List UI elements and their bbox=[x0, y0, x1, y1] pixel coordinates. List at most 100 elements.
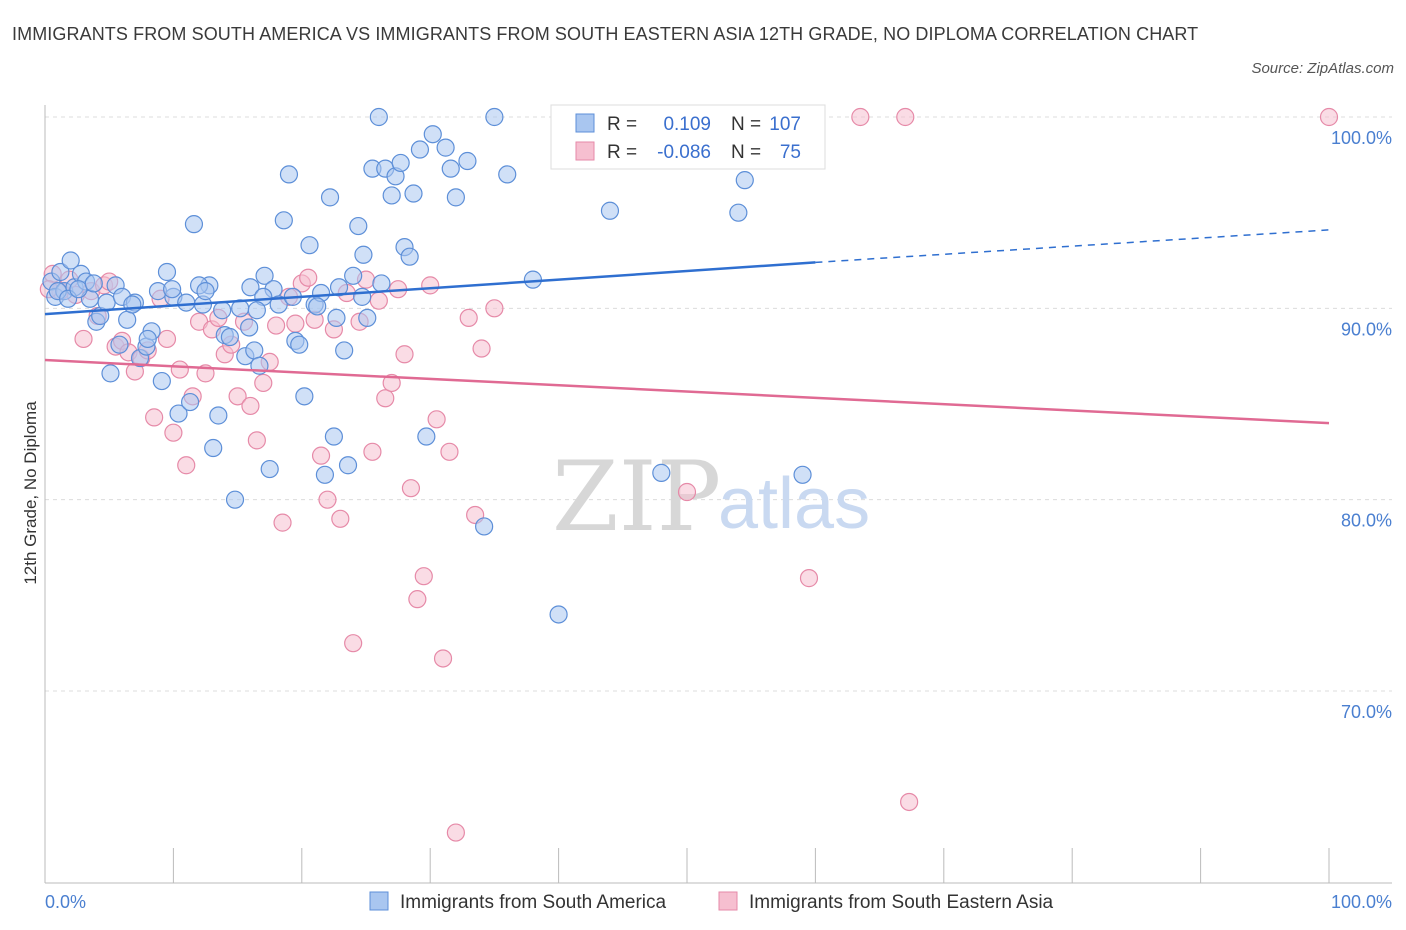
stats-r-value-pink: -0.086 bbox=[657, 142, 711, 163]
point-south-america bbox=[436, 138, 455, 157]
point-south-america bbox=[329, 278, 349, 297]
point-south-america bbox=[354, 245, 373, 264]
legend-swatch-south-eastern-asia bbox=[718, 891, 738, 911]
point-south-america bbox=[290, 335, 309, 354]
point-south-america bbox=[400, 247, 419, 266]
point-south-eastern-asia bbox=[485, 299, 504, 318]
point-south-america bbox=[327, 308, 346, 327]
point-south-america bbox=[169, 404, 188, 423]
point-south-america bbox=[410, 140, 430, 159]
point-south-america bbox=[475, 517, 494, 536]
point-south-eastern-asia bbox=[446, 823, 465, 842]
y-tick-label: 70.0% bbox=[1341, 702, 1392, 722]
point-south-eastern-asia bbox=[254, 373, 273, 393]
point-south-america bbox=[180, 392, 200, 412]
legend-label-south-eastern-asia: Immigrants from South Eastern Asia bbox=[749, 892, 1054, 913]
point-south-america bbox=[152, 371, 171, 391]
point-south-america bbox=[358, 308, 377, 327]
point-south-america bbox=[61, 251, 80, 270]
point-south-america bbox=[118, 310, 137, 329]
point-south-america bbox=[404, 184, 423, 203]
point-south-america bbox=[353, 287, 372, 306]
watermark-zip: ZIP bbox=[552, 441, 721, 553]
point-south-eastern-asia bbox=[433, 649, 453, 668]
point-south-eastern-asia bbox=[241, 396, 260, 416]
stats-legend: R = 0.109 N = 107 R = -0.086 N = 75 bbox=[550, 104, 826, 170]
point-south-eastern-asia bbox=[228, 387, 247, 406]
stats-n-label-pink: N = bbox=[731, 142, 761, 163]
point-south-eastern-asia bbox=[401, 479, 421, 498]
point-south-america bbox=[391, 153, 410, 173]
point-south-america bbox=[241, 278, 260, 297]
point-south-america bbox=[245, 341, 264, 360]
point-south-eastern-asia bbox=[145, 408, 164, 427]
point-south-eastern-asia bbox=[164, 423, 183, 442]
point-south-america bbox=[458, 151, 477, 171]
point-south-eastern-asia bbox=[896, 107, 915, 127]
point-south-america bbox=[652, 463, 671, 482]
trend-lines bbox=[44, 229, 1330, 425]
point-south-america bbox=[295, 387, 314, 406]
point-south-america bbox=[279, 165, 299, 184]
point-south-eastern-asia bbox=[440, 442, 459, 461]
point-south-eastern-asia bbox=[369, 291, 388, 310]
x-tick-label-max: 100.0% bbox=[1331, 892, 1392, 912]
point-south-america bbox=[240, 318, 259, 337]
point-south-america bbox=[793, 465, 812, 484]
point-south-america bbox=[101, 364, 120, 383]
point-south-america bbox=[729, 203, 748, 222]
bottom-legend: Immigrants from South America Immigrants… bbox=[369, 891, 1054, 913]
stats-swatch-pink bbox=[575, 141, 595, 161]
point-south-eastern-asia bbox=[267, 316, 286, 335]
y-tick-labels: 70.0% 80.0% 90.0% 100.0% bbox=[1331, 128, 1392, 722]
point-south-america bbox=[213, 301, 232, 320]
point-south-america bbox=[123, 295, 142, 314]
point-south-america bbox=[110, 335, 129, 354]
trend-line-south-america bbox=[44, 261, 816, 316]
point-south-america bbox=[344, 266, 363, 285]
stats-n-label-blue: N = bbox=[731, 114, 761, 135]
point-south-america bbox=[274, 211, 293, 230]
point-south-eastern-asia bbox=[331, 509, 350, 528]
point-south-eastern-asia bbox=[421, 276, 440, 295]
point-south-eastern-asia bbox=[247, 431, 266, 450]
point-south-america bbox=[69, 280, 88, 299]
point-south-eastern-asia bbox=[408, 590, 427, 609]
point-south-america bbox=[735, 171, 754, 190]
point-south-america bbox=[324, 427, 343, 446]
point-south-america bbox=[84, 274, 103, 293]
point-south-america bbox=[441, 159, 460, 178]
point-south-eastern-asia bbox=[344, 634, 363, 653]
point-south-eastern-asia bbox=[299, 268, 318, 287]
source-label: Source: ZipAtlas.com bbox=[1251, 60, 1394, 77]
point-south-america bbox=[138, 329, 157, 349]
trend-line-south-eastern-asia bbox=[44, 358, 1330, 425]
point-south-america bbox=[308, 297, 327, 316]
point-south-america bbox=[549, 605, 568, 624]
point-south-america bbox=[423, 125, 442, 144]
point-south-america bbox=[600, 201, 620, 220]
point-south-america bbox=[349, 216, 368, 236]
point-south-america bbox=[498, 165, 517, 184]
point-south-america bbox=[315, 465, 335, 484]
point-south-eastern-asia bbox=[900, 792, 919, 812]
point-south-eastern-asia bbox=[273, 513, 292, 532]
point-south-america bbox=[260, 459, 279, 479]
point-south-america bbox=[446, 188, 465, 207]
point-south-america bbox=[485, 107, 504, 127]
point-south-eastern-asia bbox=[414, 567, 433, 586]
point-south-america bbox=[225, 490, 245, 509]
point-south-america bbox=[196, 282, 215, 301]
point-south-america bbox=[417, 427, 436, 446]
legend-swatch-south-america bbox=[369, 891, 389, 911]
point-south-eastern-asia bbox=[376, 389, 395, 408]
point-south-eastern-asia bbox=[851, 107, 870, 127]
point-south-america bbox=[382, 186, 401, 205]
point-south-eastern-asia bbox=[472, 339, 491, 358]
point-south-america bbox=[255, 266, 274, 285]
point-south-america bbox=[184, 215, 204, 234]
point-south-america bbox=[369, 107, 388, 127]
y-tick-label: 90.0% bbox=[1341, 319, 1392, 339]
y-tick-label: 80.0% bbox=[1341, 511, 1392, 531]
